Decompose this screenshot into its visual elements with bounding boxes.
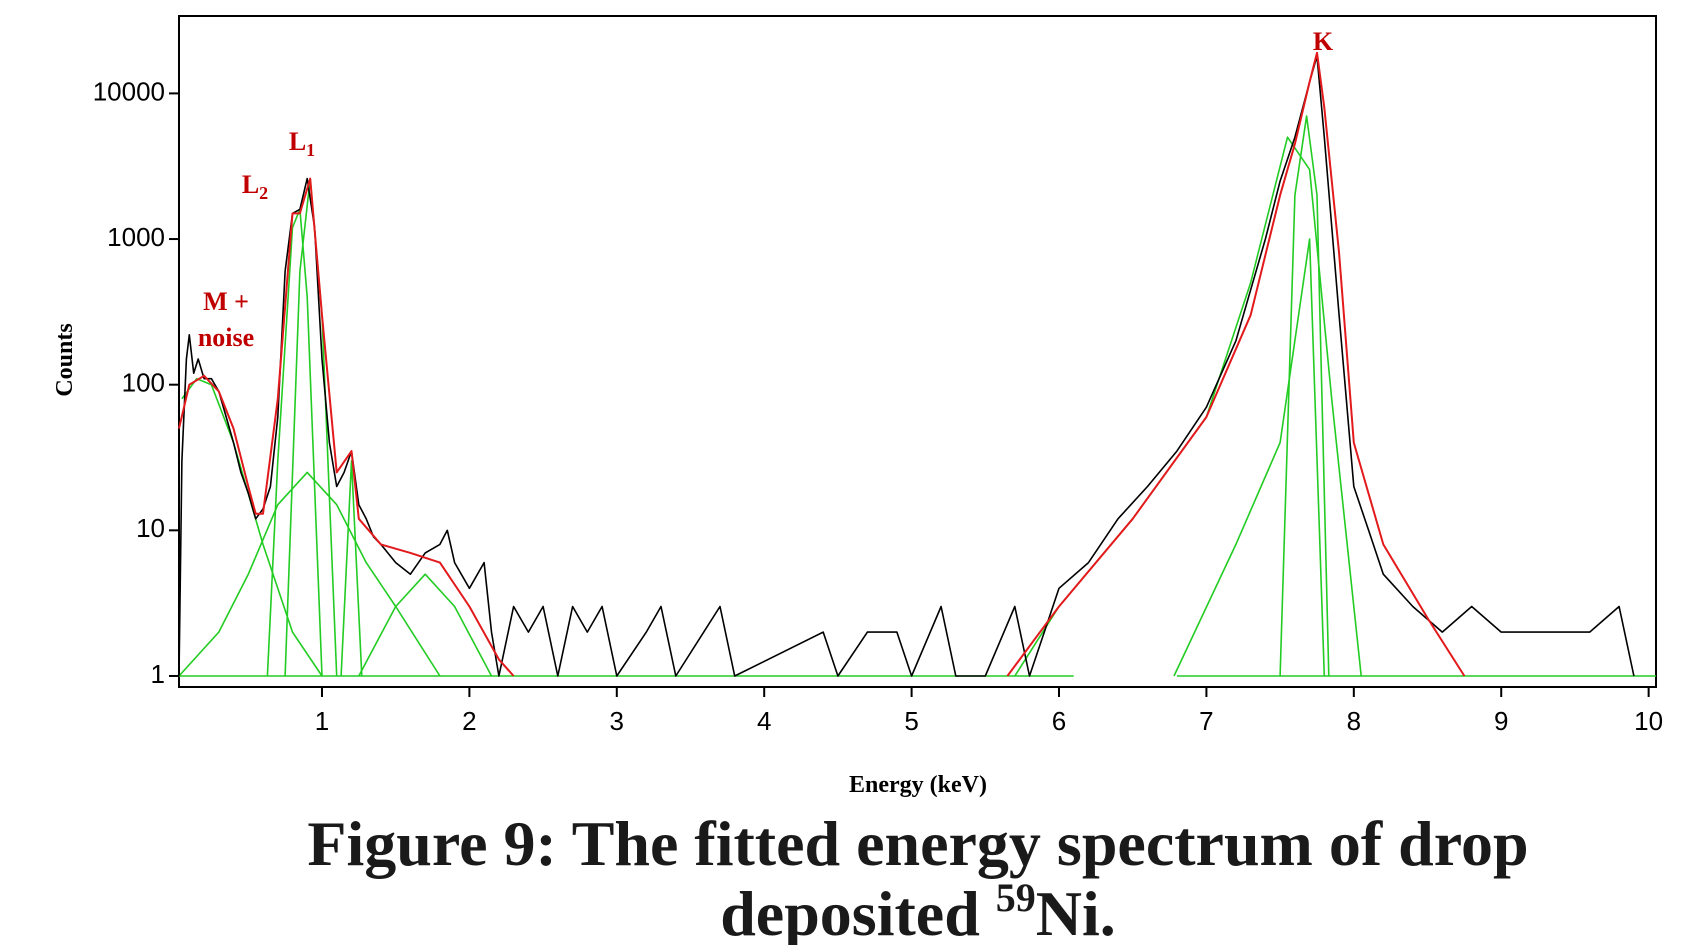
fit-component (1173, 238, 1326, 677)
caption-text: deposited (720, 878, 996, 945)
fit-component (358, 573, 493, 677)
x-tick-label: 3 (610, 706, 624, 736)
fit-line (178, 51, 1466, 677)
y-tick-label: 10 (136, 513, 165, 543)
annotation: M + (203, 287, 249, 316)
fit-component (284, 177, 338, 677)
y-tick-label: 1 (151, 659, 165, 689)
annotation: L2 (242, 170, 268, 203)
annotation-sub: 2 (259, 183, 268, 203)
fit-component (178, 471, 441, 677)
caption-sup: 59 (996, 875, 1036, 920)
caption-line: deposited 59Ni. (720, 875, 1116, 945)
fit-component (1279, 115, 1330, 677)
x-axis-label: Energy (keV) (849, 772, 987, 798)
annotation-text: L (242, 170, 259, 199)
y-axis-label: Counts (52, 323, 78, 396)
x-tick-label: 10 (1634, 706, 1663, 736)
fit-component (1014, 136, 1362, 677)
annotation-sub: 1 (306, 140, 315, 160)
x-tick-label: 6 (1052, 706, 1066, 736)
caption-line: Figure 9: The fitted energy spectrum of … (307, 808, 1528, 879)
y-tick-label: 10000 (93, 76, 165, 106)
x-tick-label: 4 (757, 706, 771, 736)
fit-component (266, 208, 323, 677)
annotation: K (1313, 27, 1334, 56)
annotation: L1 (289, 127, 315, 160)
fit-component (181, 377, 323, 677)
fit-component (340, 460, 363, 677)
x-tick-label: 5 (904, 706, 918, 736)
x-tick-label: 8 (1347, 706, 1361, 736)
plot-frame (178, 15, 1657, 688)
y-tick-label: 1000 (107, 222, 165, 252)
annotation-text: K (1313, 27, 1334, 56)
x-tick-label: 7 (1199, 706, 1213, 736)
x-tick-label: 1 (315, 706, 329, 736)
y-tick-label: 100 (122, 368, 165, 398)
caption-text: Ni. (1036, 878, 1116, 945)
x-tick-label: 2 (462, 706, 476, 736)
annotation-text: L (289, 127, 306, 156)
x-tick-label: 9 (1494, 706, 1508, 736)
spectrum-line (178, 55, 1635, 677)
annotation: noise (198, 323, 254, 352)
